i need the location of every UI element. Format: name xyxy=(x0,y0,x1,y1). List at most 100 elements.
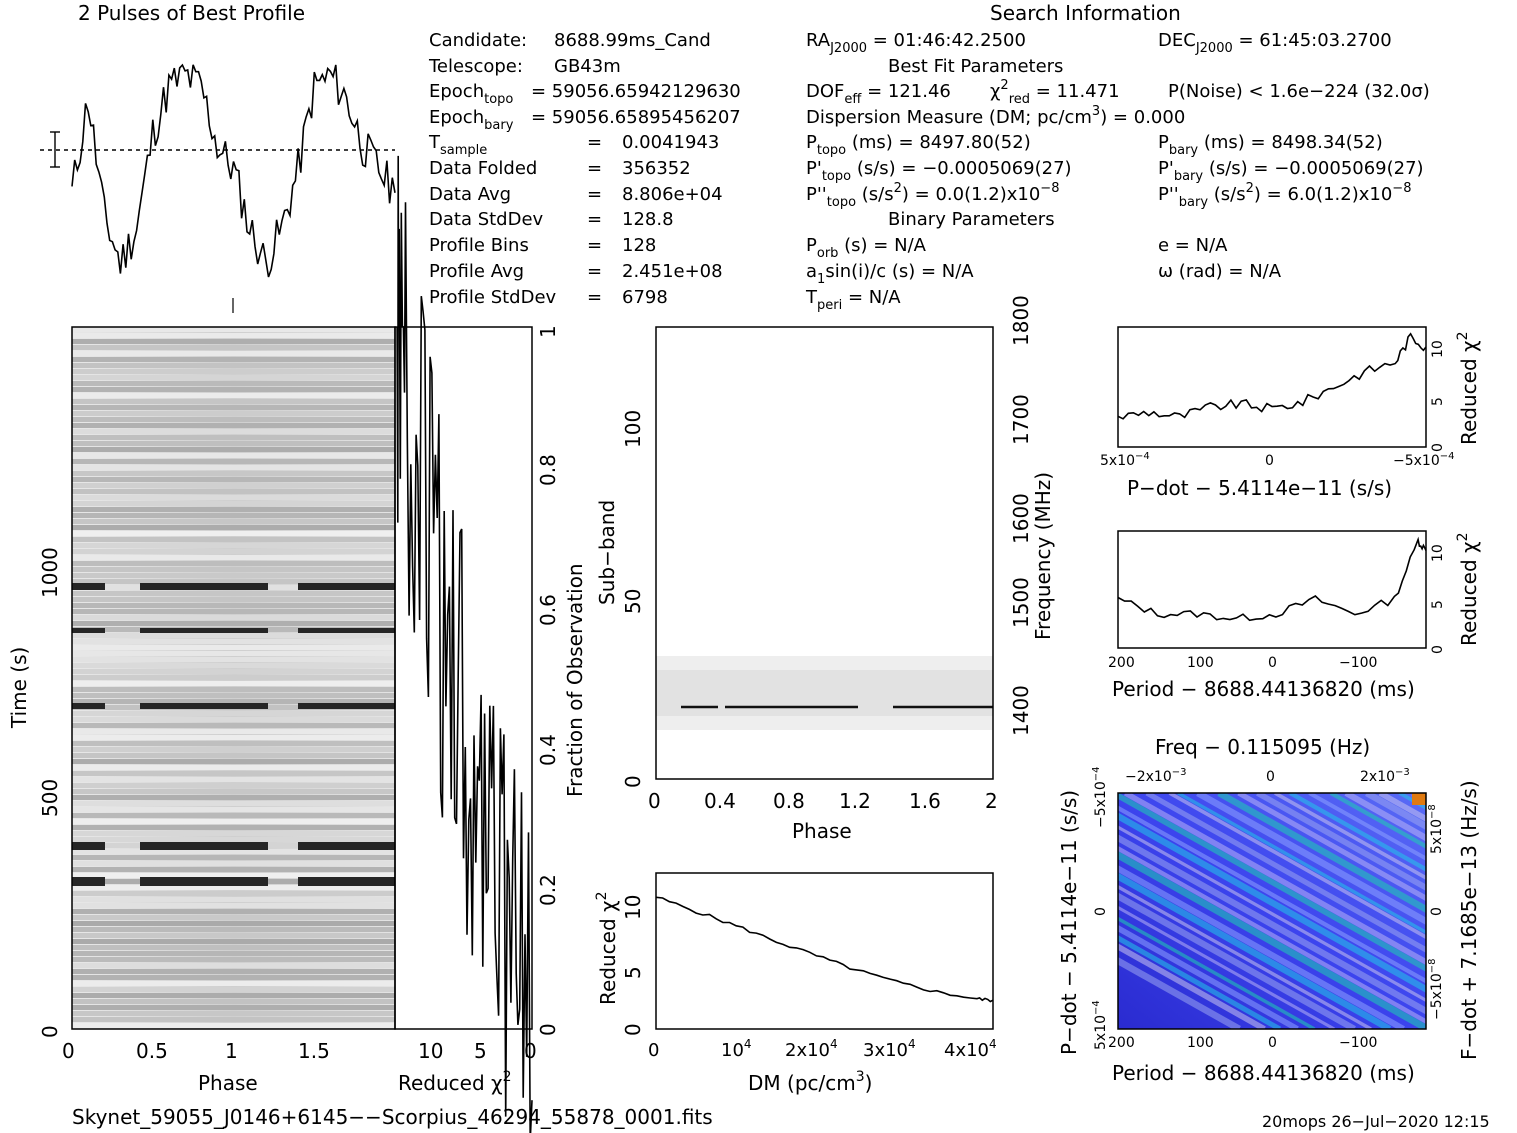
tick-label: 10 xyxy=(1430,544,1446,562)
porb-line: Porb (s) = N/A xyxy=(806,235,927,261)
tick-label: 1 xyxy=(536,325,560,338)
time-phase-band xyxy=(140,703,268,709)
chi2-pdot-curve xyxy=(1117,332,1427,420)
time-phase-row xyxy=(72,1023,395,1028)
subband-phase-ticks: 0 0.4 0.8 1.2 1.6 2 xyxy=(648,789,998,813)
time-phase-row xyxy=(72,519,395,524)
fdot-ticks: −5x10−8 0 5x10−8 xyxy=(1427,804,1445,1020)
info-label: Profile StdDev xyxy=(429,287,557,308)
tick-label: 5 xyxy=(1430,397,1446,406)
time-phase-row xyxy=(72,633,395,638)
dm-line: Dispersion Measure (DM; pc/cm3) = 0.000 xyxy=(806,104,1185,128)
time-phase-row xyxy=(72,915,395,920)
time-phase-row xyxy=(72,855,395,860)
ppdot-streak xyxy=(1118,834,1426,1015)
time-phase-row xyxy=(72,819,395,824)
time-phase-row xyxy=(72,483,395,488)
time-phase-row xyxy=(72,939,395,944)
time-phase-row xyxy=(72,963,395,968)
tick-label: 200 xyxy=(1108,1035,1135,1051)
tick-label: −100 xyxy=(1339,1035,1377,1051)
tick-label: 0 xyxy=(1265,453,1274,469)
dm-panel: 0 104 2x104 3x104 4x104 DM (pc/cm3) 0 5 … xyxy=(594,872,997,1095)
time-phase-row xyxy=(72,891,395,896)
tick-label: 0 xyxy=(648,1040,659,1061)
ppdot-streak xyxy=(1118,865,1405,1029)
time-phase-row xyxy=(72,387,395,392)
ppdot-pdot-label: P−dot − 5.4114e−11 (s/s) xyxy=(1057,790,1081,1055)
chi2-time-panel: 10 5 0 Reduced χ2 0 0.2 0.4 0.6 0.8 1 Fr… xyxy=(394,155,587,1133)
time-phase-row xyxy=(72,765,395,770)
time-phase-row xyxy=(72,435,395,440)
period-ticks: 200 100 0 −100 xyxy=(1108,655,1377,671)
info-value: GB43m xyxy=(554,56,621,77)
info-eq: = xyxy=(587,132,602,153)
tick-label: 0 xyxy=(648,789,661,813)
ppdot-streak xyxy=(1491,793,1517,1029)
info-label: Data Folded xyxy=(429,158,537,179)
time-phase-row xyxy=(72,837,395,842)
ppdot-streak xyxy=(1177,793,1426,935)
time-phase-row xyxy=(72,609,395,614)
pdbary-line: P'bary (s/s) = −0.0005069(27) xyxy=(1158,158,1424,184)
chi2-time-label: Reduced χ2 xyxy=(398,1069,512,1095)
info-value: 8.806e+04 xyxy=(622,184,723,205)
chi2-dm-label: Reduced χ2 xyxy=(594,891,620,1005)
chi2-time-ticks: 10 5 0 xyxy=(418,1039,537,1063)
candidate-info: Candidate: 8688.99ms_Cand Telescope: GB4… xyxy=(428,30,741,308)
tick-label: 0 xyxy=(536,1023,560,1036)
time-phase-row xyxy=(72,327,395,332)
ppdot-streak xyxy=(1118,905,1335,1029)
tick-label: 0.5 xyxy=(136,1039,168,1063)
time-axis-ticks: 0 500 1000 xyxy=(38,547,62,1038)
time-phase-row xyxy=(72,501,395,506)
info-value: 356352 xyxy=(622,158,691,179)
pdot-label: P−dot − 5.4114e−11 (s/s) xyxy=(1127,476,1392,500)
tick-label: −5x10−8 xyxy=(1427,959,1445,1021)
fdot-label: F−dot + 7.1685e−13 (Hz/s) xyxy=(1457,780,1481,1060)
ppdot-streak xyxy=(1118,935,1282,1029)
info-eq: = xyxy=(587,261,602,282)
time-phase-row xyxy=(72,753,395,758)
tick-label: 0 xyxy=(1430,443,1446,452)
tick-label: 5x10−8 xyxy=(1427,804,1445,854)
tick-label: 0 xyxy=(1430,645,1446,654)
time-phase-row xyxy=(72,597,395,602)
tick-label: 10 xyxy=(621,895,645,920)
tick-label: 1800 xyxy=(1009,295,1033,346)
tick-label: 5 xyxy=(474,1039,487,1063)
fit-info: RAJ2000 = 01:46:42.2500 DECJ2000 = 61:45… xyxy=(805,30,1430,313)
time-phase-row xyxy=(72,729,395,734)
tick-label: 0 xyxy=(1093,907,1109,916)
time-phase-row xyxy=(72,861,395,866)
time-phase-row xyxy=(72,951,395,956)
time-phase-row xyxy=(72,513,395,518)
time-phase-row xyxy=(72,681,395,686)
info-value: 2.451e+08 xyxy=(622,261,723,282)
ppdot-pdot-ticks: 5x10−4 0 −5x10−4 xyxy=(1091,767,1109,1051)
time-phase-row xyxy=(72,489,395,494)
ptopo-line: Ptopo (ms) = 8497.80(52) xyxy=(806,132,1031,158)
pddtopo-line: P''topo (s/s2) = 0.0(1.2)x10−8 xyxy=(806,181,1059,210)
tick-label: 100 xyxy=(621,410,645,448)
info-value: 128 xyxy=(622,235,656,256)
info-label: Epochtopo xyxy=(429,81,513,107)
ppdot-streak xyxy=(1118,924,1299,1029)
ppdot-streak xyxy=(1118,956,1241,1029)
time-phase-band xyxy=(140,877,268,886)
tick-label: 100 xyxy=(1187,655,1214,671)
ppdot-streak xyxy=(1118,892,1356,1029)
time-phase-row xyxy=(72,405,395,410)
ppdot-streak xyxy=(1344,793,1426,842)
freq-ticks: −2x10−3 0 2x10−3 xyxy=(1125,767,1410,785)
time-phase-row xyxy=(72,579,395,584)
fraction-ticks: 0 0.2 0.4 0.6 0.8 1 xyxy=(536,325,560,1036)
ppdot-streak xyxy=(1118,825,1426,1003)
ppdot-streak xyxy=(1196,793,1426,926)
time-phase-row xyxy=(72,849,395,854)
time-phase-row xyxy=(72,813,395,818)
info-value: = 59056.65942129630 xyxy=(531,81,741,102)
tick-label: 0 xyxy=(621,775,645,788)
time-phase-row xyxy=(72,543,395,548)
ppdot-period-ticks: 200 100 0 −100 xyxy=(1108,1035,1377,1051)
